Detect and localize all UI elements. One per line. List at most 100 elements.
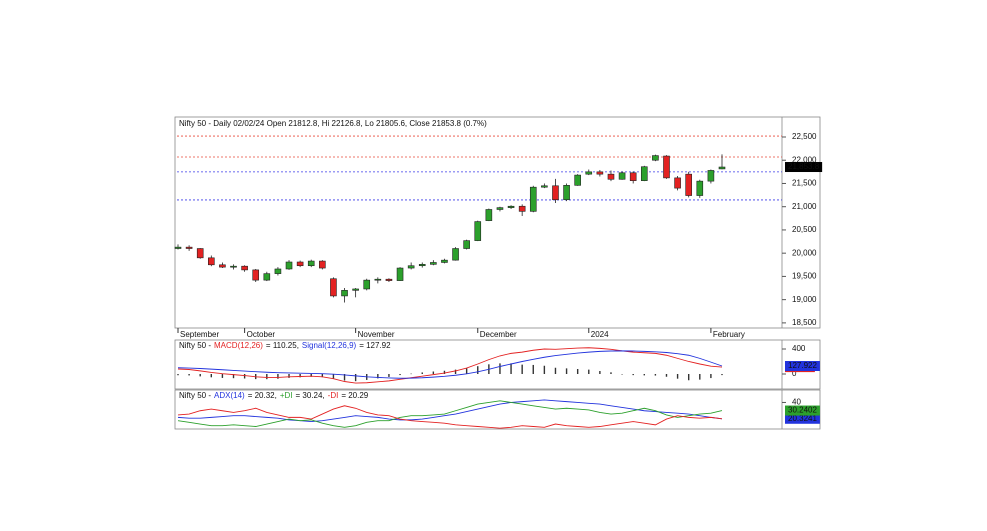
value-badge bbox=[785, 361, 820, 372]
panel-frame bbox=[174, 116, 821, 329]
histogram-bar bbox=[399, 374, 401, 376]
histogram-bar bbox=[299, 374, 301, 378]
histogram-bar bbox=[232, 374, 235, 379]
candle-body bbox=[552, 185, 559, 201]
histogram-bar bbox=[410, 373, 412, 375]
histogram-bar bbox=[321, 374, 324, 378]
candle-body bbox=[541, 185, 548, 188]
y-tick-label: 22,000 bbox=[792, 155, 817, 164]
candle-body bbox=[518, 205, 526, 212]
candle-body bbox=[474, 221, 482, 241]
histogram-bar bbox=[554, 367, 557, 374]
histogram-bar bbox=[454, 369, 457, 374]
candle-body bbox=[707, 170, 715, 182]
y-tick-label: 22,500 bbox=[792, 132, 817, 141]
candle-body bbox=[685, 173, 692, 196]
series-line bbox=[177, 405, 723, 429]
candle-body bbox=[652, 155, 659, 161]
candle-body bbox=[174, 246, 182, 249]
candle-body bbox=[219, 264, 226, 268]
candle-body bbox=[196, 248, 204, 259]
histogram-bar bbox=[188, 374, 190, 376]
candle-body bbox=[629, 172, 637, 181]
y-tick-label: 21,000 bbox=[792, 202, 817, 211]
histogram-bar bbox=[199, 374, 201, 377]
legend-value: = 110.25, bbox=[266, 341, 299, 350]
legend-name: +DI bbox=[280, 391, 293, 400]
value-badge bbox=[785, 413, 820, 424]
histogram-bar bbox=[443, 370, 446, 374]
panel-frame bbox=[174, 339, 821, 390]
candle-body bbox=[618, 172, 626, 180]
histogram-bar bbox=[421, 372, 423, 374]
histogram-bar bbox=[710, 374, 712, 379]
candle-body bbox=[341, 290, 348, 297]
candle-body bbox=[585, 171, 593, 175]
candle-body bbox=[407, 265, 415, 269]
y-tick-label: 18,500 bbox=[792, 318, 817, 327]
histogram-bar bbox=[377, 374, 379, 379]
candle-body bbox=[452, 248, 459, 261]
histogram-bar bbox=[621, 374, 623, 375]
x-tick-label: October bbox=[247, 330, 276, 339]
x-tick-label: February bbox=[713, 330, 745, 339]
candle-body bbox=[230, 265, 237, 268]
legend-value: = 20.29 bbox=[341, 391, 368, 400]
histogram-bar bbox=[665, 374, 668, 377]
candle-body bbox=[396, 267, 404, 281]
histogram-bar bbox=[432, 371, 435, 374]
candle-body bbox=[418, 264, 426, 267]
series-line bbox=[177, 350, 723, 379]
histogram-bar bbox=[177, 374, 179, 376]
panel-frame bbox=[174, 389, 821, 430]
histogram-bar bbox=[676, 374, 679, 379]
value-badge-label: 127.922 bbox=[788, 361, 817, 370]
y-tick-label: 20,000 bbox=[792, 248, 817, 257]
candle-body bbox=[307, 260, 315, 267]
histogram-bar bbox=[465, 368, 468, 374]
candle-body bbox=[430, 262, 437, 265]
series-line bbox=[177, 347, 723, 384]
candle-body bbox=[496, 207, 504, 210]
histogram-bar bbox=[354, 374, 357, 382]
x-tick-label: September bbox=[180, 330, 219, 339]
legend-name: Signal(12,26,9) bbox=[302, 341, 357, 350]
histogram-bar bbox=[521, 364, 523, 374]
candle-body bbox=[263, 273, 271, 281]
candle-body bbox=[274, 268, 282, 274]
histogram-bar bbox=[532, 364, 534, 374]
series-line bbox=[177, 400, 723, 428]
candle-body bbox=[241, 265, 248, 271]
candle-body bbox=[463, 240, 470, 249]
value-badge-label: 30.2402 bbox=[788, 406, 817, 415]
candle-body bbox=[529, 186, 537, 212]
histogram-bar bbox=[576, 369, 579, 374]
histogram-bar bbox=[643, 374, 645, 376]
value-badge-label: 20.3241 bbox=[788, 414, 817, 423]
legend-name: ADX(14) bbox=[214, 391, 245, 400]
histogram-bar bbox=[277, 374, 279, 379]
candle-body bbox=[374, 278, 382, 281]
histogram-bar bbox=[477, 366, 479, 374]
y-tick-label: 21,500 bbox=[792, 179, 817, 188]
chart-title: Nifty 50 - Daily 02/02/24 Open 21812.8, … bbox=[179, 119, 487, 128]
candle-body bbox=[507, 205, 515, 208]
legend-name: MACD(12,26) bbox=[214, 341, 263, 350]
histogram-bar bbox=[388, 374, 390, 377]
candle-body bbox=[607, 173, 615, 180]
legend-name: -DI bbox=[328, 391, 339, 400]
histogram-bar bbox=[699, 374, 701, 380]
histogram-bar bbox=[288, 374, 290, 378]
histogram-bar bbox=[510, 363, 512, 374]
histogram-bar bbox=[610, 372, 612, 374]
y-tick-label: 19,000 bbox=[792, 295, 817, 304]
x-tick-label: December bbox=[480, 330, 517, 339]
histogram-bar bbox=[499, 363, 501, 374]
histogram-bar bbox=[221, 374, 224, 378]
value-badge bbox=[785, 162, 823, 173]
candle-body bbox=[296, 261, 304, 267]
histogram-bar bbox=[588, 369, 590, 374]
legend-prefix: Nifty 50 - bbox=[179, 341, 211, 350]
x-tick-label: November bbox=[358, 330, 395, 339]
candle-body bbox=[696, 180, 704, 196]
